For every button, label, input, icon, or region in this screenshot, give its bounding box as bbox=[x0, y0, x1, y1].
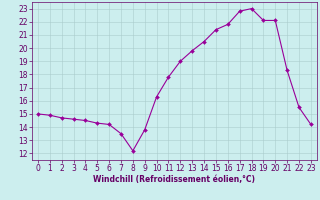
X-axis label: Windchill (Refroidissement éolien,°C): Windchill (Refroidissement éolien,°C) bbox=[93, 175, 255, 184]
